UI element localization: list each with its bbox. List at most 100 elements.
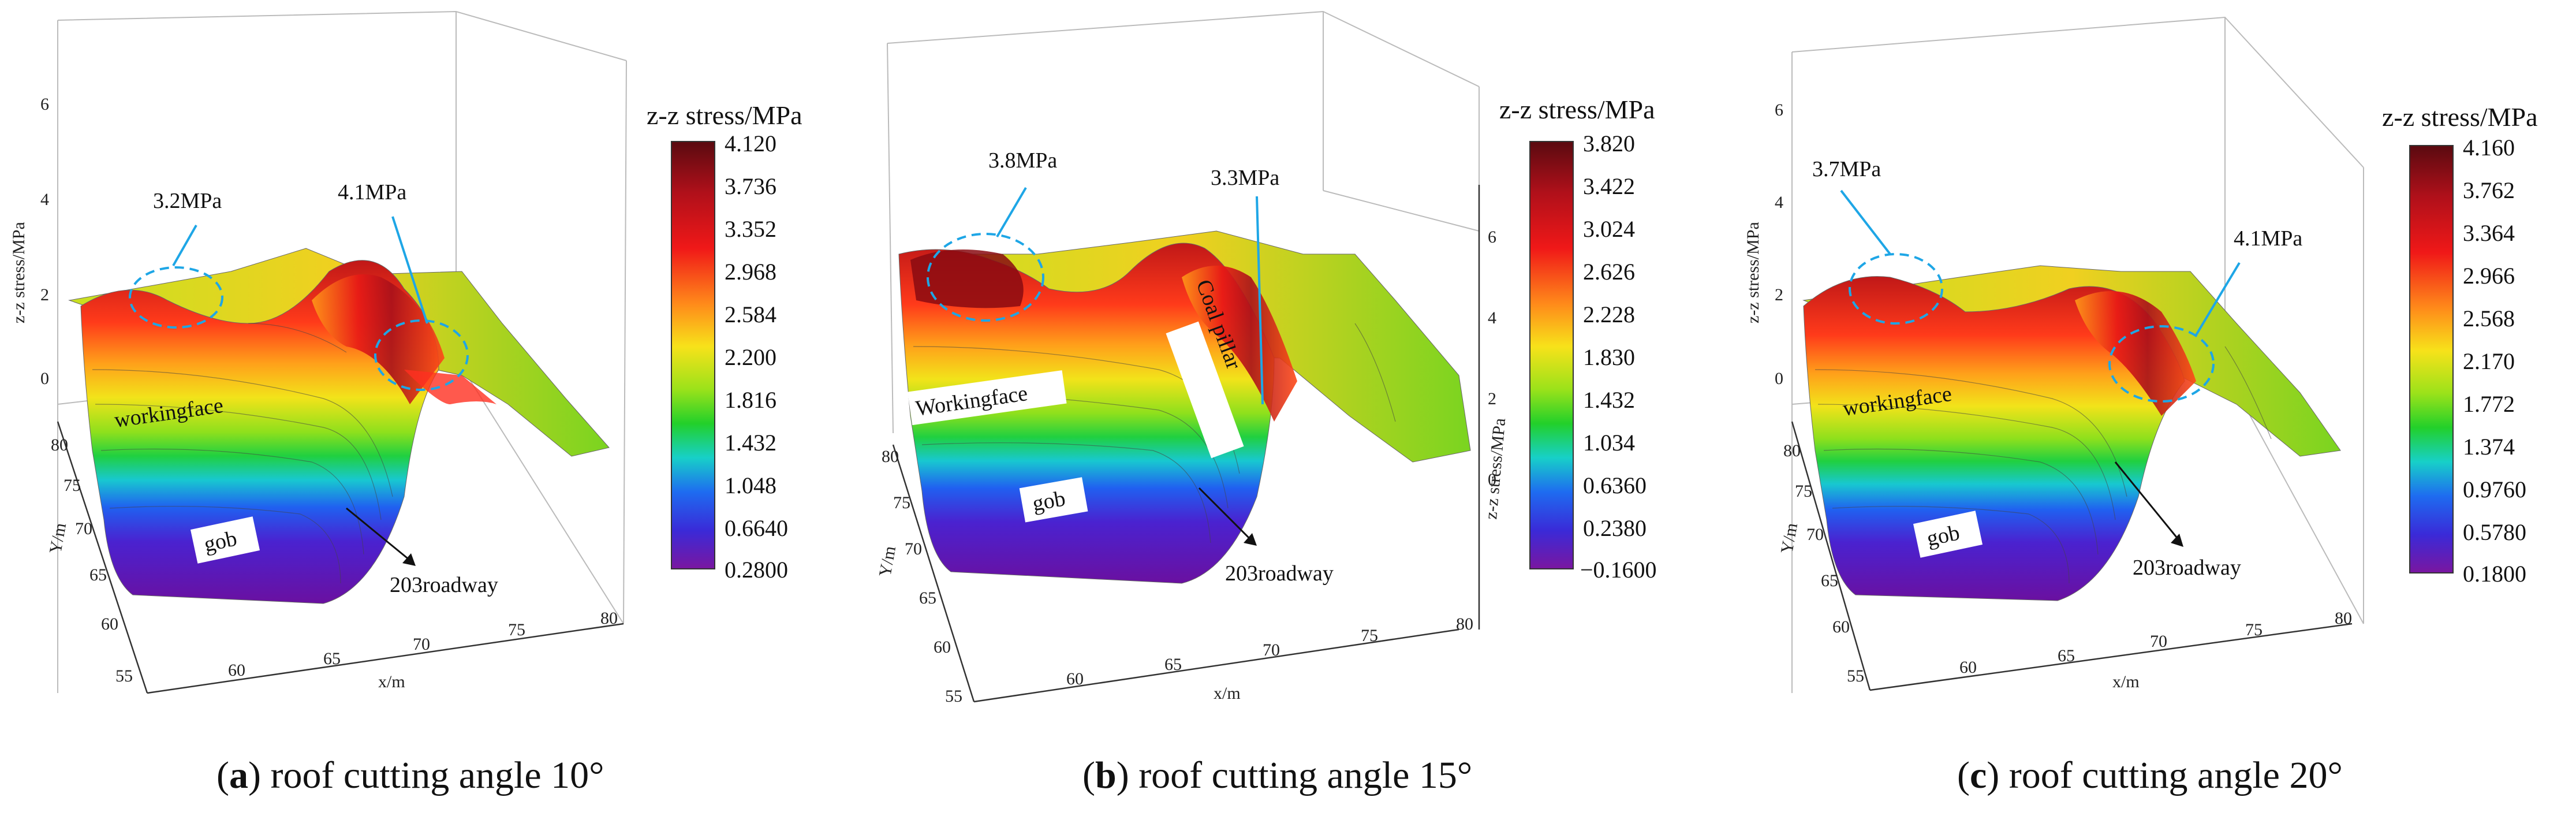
y-tick: 65 (89, 565, 107, 584)
x-tick: 60 (228, 661, 245, 680)
x-axis-label: x/m (378, 672, 405, 691)
peak-arrow-right (1256, 196, 1264, 405)
caption-letter: b (1095, 754, 1117, 796)
x-tick: 65 (2058, 646, 2075, 665)
peak-arrow-right (391, 216, 428, 324)
x-axis-label: x/m (2112, 672, 2140, 691)
x-tick: 75 (508, 620, 525, 639)
z-tick: 0 (1488, 470, 1496, 489)
peak-label-right: 3.3MPa (1211, 166, 1279, 190)
x-tick: 80 (600, 609, 618, 628)
peak-arrow-left (1840, 189, 1891, 255)
z-tick: 6 (1775, 100, 1783, 120)
axis-frame (1791, 421, 2353, 691)
axis-frame (892, 185, 1480, 703)
z-tick: 6 (40, 95, 49, 114)
colorbar-tick: 3.736 (725, 173, 776, 199)
z-axis-label: z-z stress/MPa (1744, 222, 1763, 323)
gob-label-box (1019, 477, 1088, 523)
colorbar-title: z-z stress/MPa (2382, 102, 2538, 132)
peak-label-left: 3.7MPa (1812, 157, 1881, 181)
x-tick: 70 (2150, 632, 2167, 651)
y-tick: 60 (934, 638, 951, 657)
x-ticks: 60 65 70 75 80 (228, 609, 618, 680)
y-tick: 70 (1806, 525, 1824, 544)
peak-label-right: 4.1MPa (2234, 226, 2302, 251)
colorbar (1529, 141, 1574, 569)
x-tick: 75 (1361, 626, 1378, 645)
colorbar-tick: 2.968 (725, 259, 776, 285)
x-tick: 70 (1263, 640, 1280, 660)
caption-letter: a (229, 754, 248, 796)
x-ticks: 60 65 70 75 80 (1959, 609, 2352, 677)
colorbar-tick: 4.160 (2463, 135, 2515, 161)
peak-marker-left (129, 266, 223, 329)
gob-label-box (1913, 511, 1983, 558)
y-ticks: 80 75 70 65 60 55 (51, 435, 133, 686)
y-axis-label: Y/m (1777, 522, 1801, 555)
y-tick: 80 (1783, 441, 1801, 460)
roadway-label: 203roadway (2133, 556, 2241, 580)
x-ticks: 60 65 70 75 80 (1066, 614, 1473, 688)
panel-c: 6 4 2 0 z-z stress/MPa 80 75 70 65 60 55… (1717, 0, 2576, 838)
pillar-label-box (1166, 321, 1244, 459)
colorbar-tick: 1.816 (725, 387, 776, 413)
colorbar-tick: 1.432 (1583, 387, 1635, 413)
roadway-arrowhead (402, 553, 416, 566)
colorbar-tick: 2.584 (725, 301, 776, 327)
workingface-label-box (908, 370, 1067, 426)
roadway-arrowhead (1244, 533, 1257, 546)
colorbar-tick: 1.374 (2463, 434, 2515, 460)
contour-lines (92, 323, 393, 584)
x-tick: 60 (1066, 669, 1084, 688)
colorbar-tick: 0.1800 (2463, 561, 2526, 587)
z-tick: 4 (1775, 193, 1783, 212)
y-axis-label: Y/m (875, 545, 899, 578)
gob-label-box (190, 516, 260, 564)
z-tick: 6 (1488, 228, 1496, 247)
colorbar-tick: 3.820 (1583, 131, 1635, 157)
colorbar-tick: 1.048 (725, 472, 776, 498)
colorbar-tick: 3.364 (2463, 220, 2515, 246)
colorbar-tick: 2.626 (1583, 259, 1635, 285)
z-axis-label: z-z stress/MPa (9, 222, 28, 323)
peak-arrow-right (2195, 262, 2241, 336)
caption-letter: c (1969, 754, 1987, 796)
colorbar-tick: 3.352 (725, 216, 776, 242)
gob-label: gob (1031, 486, 1067, 516)
y-tick: 70 (75, 519, 92, 538)
colorbar-tick: 1.830 (1583, 344, 1635, 370)
y-tick: 60 (1832, 617, 1850, 636)
panel-b: 6 4 2 0 z-z stress/MPa 80 75 70 65 60 55… (858, 0, 1717, 838)
x-tick: 70 (413, 635, 430, 654)
colorbar-tick: 2.568 (2463, 306, 2515, 332)
axis-frame (57, 421, 624, 694)
z-ticks: 6 4 2 0 (1488, 228, 1496, 489)
colorbar-tick: 0.9760 (2463, 476, 2526, 502)
colorbar-tick: 3.024 (1583, 216, 1635, 242)
colorbar-tick: 1.034 (1583, 430, 1635, 456)
roadway-label: 203roadway (390, 573, 498, 597)
colorbar-tick: 2.228 (1583, 301, 1635, 327)
peak-arrow-left (172, 225, 197, 266)
peak-label-right: 4.1MPa (338, 180, 406, 204)
z-tick: 2 (1488, 389, 1496, 408)
colorbar-tick: 2.966 (2463, 263, 2515, 289)
colorbar-tick: 0.2800 (725, 557, 788, 583)
colorbar-tick: 2.200 (725, 344, 776, 370)
y-tick: 70 (905, 539, 922, 558)
y-tick: 75 (893, 493, 910, 512)
surface-ridge (1182, 266, 1297, 422)
roadway-arrow (346, 507, 410, 561)
x-tick: 75 (2245, 620, 2263, 639)
y-tick: 75 (64, 476, 81, 495)
colorbar-tick: 1.772 (2463, 391, 2515, 417)
y-tick: 80 (51, 435, 68, 455)
peak-marker-right (2108, 325, 2215, 403)
peak-marker-left (927, 233, 1044, 322)
x-axis-label: x/m (1214, 684, 1241, 703)
z-tick: 4 (40, 190, 49, 209)
peak-arrow-left (996, 187, 1027, 238)
roadway-label: 203roadway (1225, 561, 1334, 586)
colorbar-title: z-z stress/MPa (1499, 95, 1655, 124)
